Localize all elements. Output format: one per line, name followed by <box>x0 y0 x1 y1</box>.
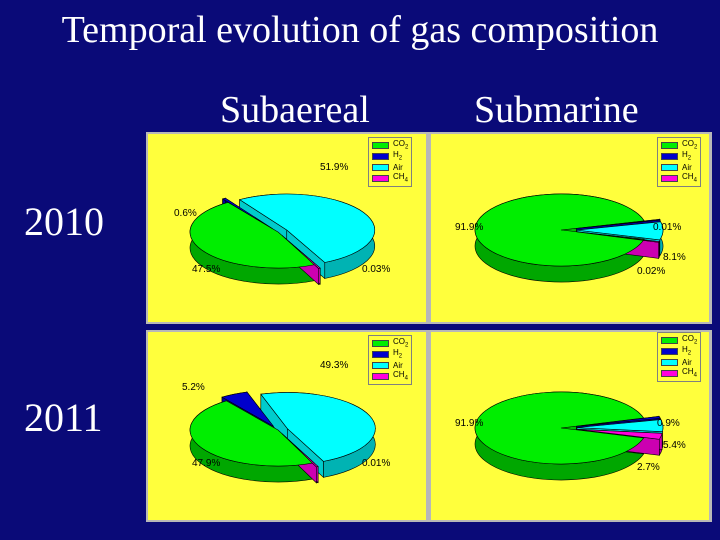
legend-swatch <box>661 142 678 149</box>
data-label-air: 8.1% <box>663 252 686 263</box>
chart-legend: CO2 H2 Air CH4 <box>657 332 702 382</box>
row-label-2010: 2010 <box>24 199 104 244</box>
legend-label: CH4 <box>682 366 697 379</box>
legend-swatch <box>372 142 389 149</box>
legend-swatch <box>661 164 678 171</box>
pie-slice-h2 <box>221 391 274 427</box>
legend-label: CH4 <box>682 171 697 184</box>
data-label-h2: 0.6% <box>174 208 197 219</box>
legend-label: CO2 <box>682 138 698 151</box>
legend-label: CO2 <box>393 336 409 349</box>
legend-swatch <box>372 340 389 347</box>
legend-label: CO2 <box>393 138 409 151</box>
pie-slice-co2 <box>189 202 317 269</box>
pie-slice-h2 <box>576 416 661 427</box>
legend-swatch <box>661 348 678 355</box>
data-label-h2: 0.01% <box>653 222 682 233</box>
pie-slice-ch4 <box>282 235 321 269</box>
legend-swatch <box>372 373 389 380</box>
pie-slice-co2 <box>474 391 645 465</box>
legend-swatch <box>661 370 678 377</box>
data-label-ch4: 0.02% <box>637 266 666 277</box>
pie-svg <box>189 193 376 286</box>
legend-swatch <box>661 359 678 366</box>
pie-slice-ch4 <box>576 231 660 243</box>
legend-label: H2 <box>682 344 692 357</box>
legend-swatch <box>661 175 678 182</box>
legend-item-ch4: CH4 <box>372 369 408 382</box>
data-label-co2: 91.9% <box>455 222 484 233</box>
legend-label: H2 <box>393 149 403 162</box>
data-label-h2: 0.9% <box>657 418 680 429</box>
row-label-2011: 2011 <box>24 395 103 440</box>
data-label-co2: 47.5% <box>192 264 221 275</box>
legend-item-h2: H2 <box>372 347 408 360</box>
legend-swatch <box>372 351 389 358</box>
legend-item-air: Air <box>661 162 697 173</box>
pie-chart-2011-subaereal: 47.9% 5.2% 49.3% 0.01% CO2 H2 Air CH4 <box>148 332 426 520</box>
data-label-air: 5.4% <box>663 440 686 451</box>
legend-label: Air <box>393 163 403 172</box>
legend-swatch <box>372 175 389 182</box>
chart-row-2011: 47.9% 5.2% 49.3% 0.01% CO2 H2 Air CH4 91.9% 0.9%… <box>146 330 712 522</box>
pie-slice-co2 <box>189 400 315 467</box>
column-header-submarine: Submarine <box>474 89 639 131</box>
legend-label: Air <box>682 163 692 172</box>
chart-row-2010: 47.5% 0.6% 51.9% 0.03% CO2 H2 Air CH4 91.9% 0.01… <box>146 132 712 324</box>
legend-item-h2: H2 <box>661 344 697 357</box>
pie-slice-air <box>238 193 376 263</box>
slide-title: Temporal evolution of gas composition <box>61 9 659 51</box>
data-label-ch4: 2.7% <box>637 462 660 473</box>
legend-item-h2: H2 <box>661 149 697 162</box>
pie-slice-air <box>576 419 664 432</box>
legend-item-co2: CO2 <box>661 138 698 151</box>
data-label-air: 49.3% <box>320 360 349 371</box>
legend-label: CH4 <box>393 171 408 184</box>
legend-label: H2 <box>393 347 403 360</box>
legend-item-air: Air <box>372 360 408 371</box>
legend-label: CH4 <box>393 369 408 382</box>
legend-item-co2: CO2 <box>372 336 409 349</box>
legend-item-air: Air <box>661 357 697 368</box>
pie-slice-ch4 <box>576 429 663 440</box>
legend-item-air: Air <box>372 162 408 173</box>
legend-swatch <box>661 337 678 344</box>
legend-swatch <box>372 362 389 369</box>
pie-chart-2010-subaereal: 47.5% 0.6% 51.9% 0.03% CO2 H2 Air CH4 <box>148 134 426 322</box>
legend-item-h2: H2 <box>372 149 408 162</box>
pie-slice-h2 <box>221 197 273 229</box>
data-label-h2: 5.2% <box>182 382 205 393</box>
data-label-co2: 47.9% <box>192 458 221 469</box>
pie-slice-air <box>260 392 376 462</box>
pie-chart-2010-submarine: 91.9% 0.01% 8.1% 0.02% CO2 H2 Air CH4 <box>431 134 709 322</box>
legend-label: Air <box>682 358 692 367</box>
data-label-ch4: 0.01% <box>362 458 391 469</box>
legend-item-co2: CO2 <box>661 333 698 346</box>
pie-slice-co2 <box>474 193 645 267</box>
chart-legend: CO2 H2 Air CH4 <box>368 335 413 385</box>
pie-slice-h2 <box>576 218 661 229</box>
legend-label: Air <box>393 361 403 370</box>
pie-slice-ch4 <box>281 433 319 468</box>
legend-swatch <box>661 153 678 160</box>
legend-label: CO2 <box>682 333 698 346</box>
legend-swatch <box>372 153 389 160</box>
pie-chart-2011-submarine: 91.9% 0.9% 5.4% 2.7% CO2 H2 Air CH4 <box>431 332 709 520</box>
data-label-ch4: 0.03% <box>362 264 391 275</box>
legend-item-ch4: CH4 <box>661 171 697 184</box>
chart-legend: CO2 H2 Air CH4 <box>368 137 413 187</box>
pie-svg <box>474 391 664 481</box>
column-header-subaereal: Subaereal <box>220 89 370 131</box>
legend-item-co2: CO2 <box>372 138 409 151</box>
pie-svg <box>189 391 376 484</box>
pie-slice-air <box>576 221 664 241</box>
legend-label: H2 <box>682 149 692 162</box>
data-label-air: 51.9% <box>320 162 349 173</box>
legend-swatch <box>372 164 389 171</box>
pie-svg <box>474 193 664 283</box>
data-label-co2: 91.9% <box>455 418 484 429</box>
legend-item-ch4: CH4 <box>661 366 697 379</box>
chart-legend: CO2 H2 Air CH4 <box>657 137 702 187</box>
legend-item-ch4: CH4 <box>372 171 408 184</box>
